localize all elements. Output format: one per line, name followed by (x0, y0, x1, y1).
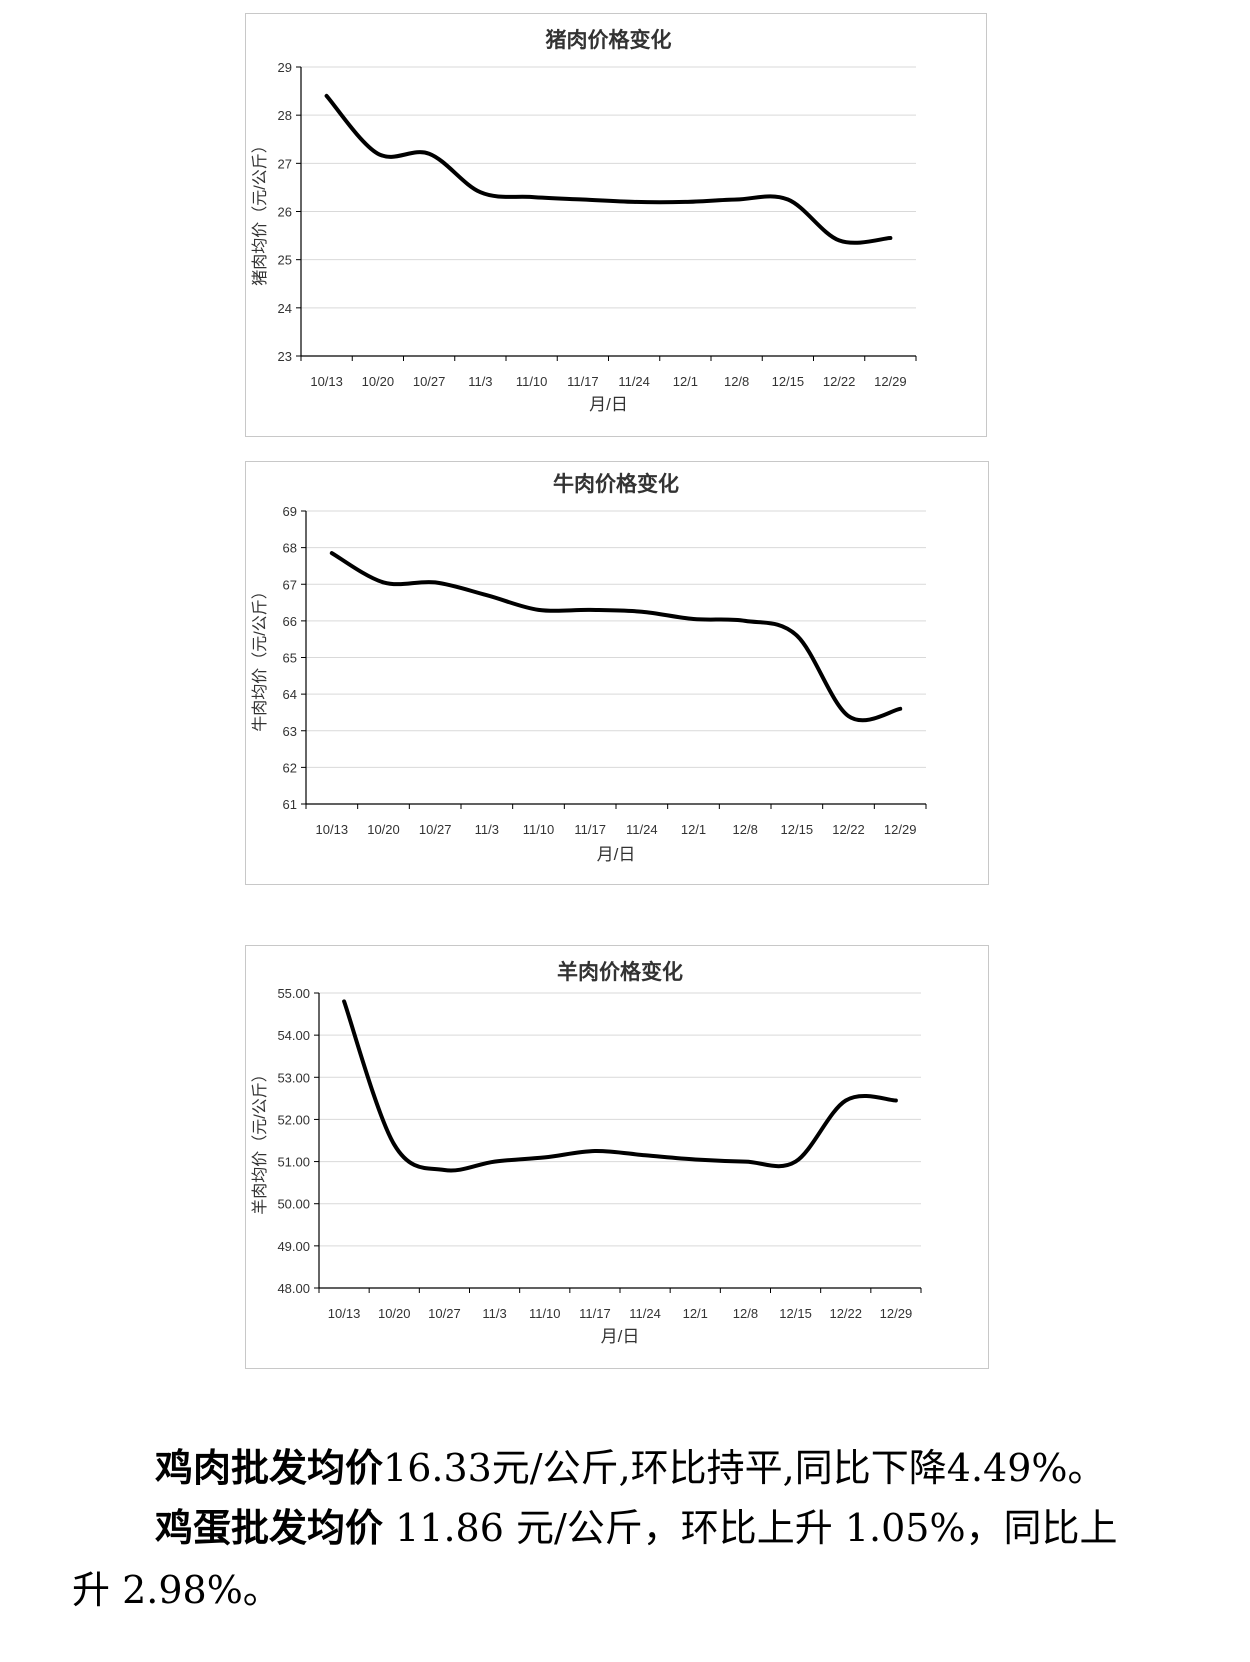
egg-price-continuation: 升 2.98%。 (72, 1568, 281, 1612)
x-axis-title: 月/日 (589, 395, 628, 414)
x-tick-label: 10/27 (419, 822, 452, 837)
x-tick-label: 11/10 (529, 1306, 561, 1321)
chart-title: 羊肉价格变化 (557, 960, 683, 984)
egg-price-paragraph: 鸡蛋批发均价 11.86 元/公斤，环比上升 1.05%，同比上 (155, 1500, 1250, 1556)
x-tick-label: 11/17 (579, 1306, 611, 1321)
y-tick-label: 53.00 (277, 1070, 310, 1085)
y-tick-label: 51.00 (277, 1155, 310, 1170)
x-tick-label: 12/8 (733, 822, 758, 837)
x-tick-label: 12/22 (823, 374, 856, 389)
x-tick-label: 11/3 (482, 1306, 506, 1321)
x-tick-label: 12/29 (880, 1306, 913, 1321)
y-tick-label: 54.00 (277, 1028, 310, 1043)
x-tick-label: 10/13 (310, 374, 343, 389)
y-tick-label: 52.00 (277, 1112, 310, 1127)
pork-chart: 猪肉价格变化 23 24 25 26 27 28 29 10/13 10/20 10/27 11/3 1… (245, 13, 987, 437)
chart-title: 猪肉价格变化 (545, 28, 672, 52)
x-tick-label: 12/15 (781, 822, 814, 837)
y-axis-title: 牛肉均价（元/公斤） (251, 583, 269, 731)
x-tick-label: 11/17 (574, 822, 606, 837)
x-axis-title: 月/日 (601, 1327, 640, 1346)
y-tick-label: 23 (278, 349, 292, 364)
series-line (329, 551, 903, 723)
x-tick-label: 10/27 (413, 374, 446, 389)
x-tick-label: 11/17 (567, 374, 599, 389)
series-line (342, 999, 898, 1173)
y-tick-label: 55.00 (277, 986, 310, 1001)
y-axis-title: 猪肉均价（元/公斤） (251, 137, 269, 285)
x-tick-label: 11/3 (468, 374, 492, 389)
mutton-chart: 羊肉价格变化 48.00 49.00 50.00 51.00 52.00 53.00 54.0… (245, 945, 989, 1369)
x-tick-label: 11/24 (629, 1306, 661, 1321)
chicken-price-detail: 16.33元/公斤,环比持平,同比下降4.49%。 (383, 1446, 1106, 1490)
beef-chart: 牛肉价格变化 61 62 63 64 65 66 67 68 69 10/13 10/20 10/27 1… (245, 461, 989, 885)
x-tick-label: 11/24 (618, 374, 650, 389)
series-line (324, 93, 893, 245)
y-axis-title: 羊肉均价（元/公斤） (251, 1066, 269, 1214)
x-tick-label: 12/1 (673, 374, 698, 389)
x-tick-label: 10/27 (428, 1306, 461, 1321)
y-tick-label: 69 (283, 504, 297, 519)
x-tick-label: 10/13 (316, 822, 349, 837)
x-tick-label: 10/13 (328, 1306, 361, 1321)
x-tick-label: 12/15 (779, 1306, 812, 1321)
y-tick-label: 64 (283, 687, 297, 702)
x-tick-label: 11/3 (475, 822, 499, 837)
x-tick-label: 10/20 (378, 1306, 411, 1321)
y-tick-label: 29 (278, 60, 292, 75)
y-tick-label: 61 (283, 797, 297, 812)
y-tick-label: 62 (283, 760, 297, 775)
y-tick-label: 27 (278, 156, 292, 171)
y-tick-label: 68 (283, 541, 297, 556)
x-tick-label: 12/8 (733, 1306, 758, 1321)
y-tick-label: 26 (278, 205, 292, 220)
beef-chart-svg: 牛肉价格变化 61 62 63 64 65 66 67 68 69 10/13 10/20 10/27 1… (251, 472, 927, 864)
x-tick-label: 11/24 (626, 822, 658, 837)
x-tick-label: 11/10 (523, 822, 555, 837)
x-axis-title: 月/日 (597, 845, 636, 864)
y-tick-label: 28 (278, 108, 292, 123)
x-tick-label: 12/15 (772, 374, 805, 389)
y-tick-label: 65 (283, 651, 297, 666)
x-tick-label: 12/22 (832, 822, 865, 837)
pork-chart-svg: 猪肉价格变化 23 24 25 26 27 28 29 10/13 10/20 10/27 11/3 1… (251, 28, 917, 414)
egg-price-detail: 11.86 元/公斤，环比上升 1.05%，同比上 (383, 1506, 1118, 1550)
chicken-price-lead: 鸡肉批发均价 (155, 1445, 384, 1490)
x-tick-label: 12/8 (724, 374, 749, 389)
x-tick-label: 11/10 (516, 374, 548, 389)
x-tick-label: 12/22 (829, 1306, 862, 1321)
y-tick-label: 63 (283, 724, 297, 739)
chart-title: 牛肉价格变化 (553, 472, 679, 496)
y-tick-label: 25 (278, 253, 292, 268)
x-tick-label: 12/1 (683, 1306, 708, 1321)
x-tick-label: 10/20 (367, 822, 400, 837)
y-tick-label: 48.00 (277, 1281, 310, 1296)
y-tick-label: 67 (283, 577, 297, 592)
x-tick-label: 12/1 (681, 822, 706, 837)
x-tick-label: 12/29 (874, 374, 907, 389)
egg-price-lead: 鸡蛋批发均价 (155, 1505, 384, 1550)
x-tick-label: 10/20 (362, 374, 395, 389)
y-tick-label: 24 (278, 301, 292, 316)
y-tick-label: 66 (283, 614, 297, 629)
mutton-chart-svg: 羊肉价格变化 48.00 49.00 50.00 51.00 52.00 53.00 54.0… (251, 960, 922, 1346)
y-tick-label: 50.00 (277, 1197, 310, 1212)
x-tick-label: 12/29 (884, 822, 917, 837)
y-tick-label: 49.00 (277, 1239, 310, 1254)
chicken-price-paragraph: 鸡肉批发均价16.33元/公斤,环比持平,同比下降4.49%。 (155, 1440, 1250, 1496)
